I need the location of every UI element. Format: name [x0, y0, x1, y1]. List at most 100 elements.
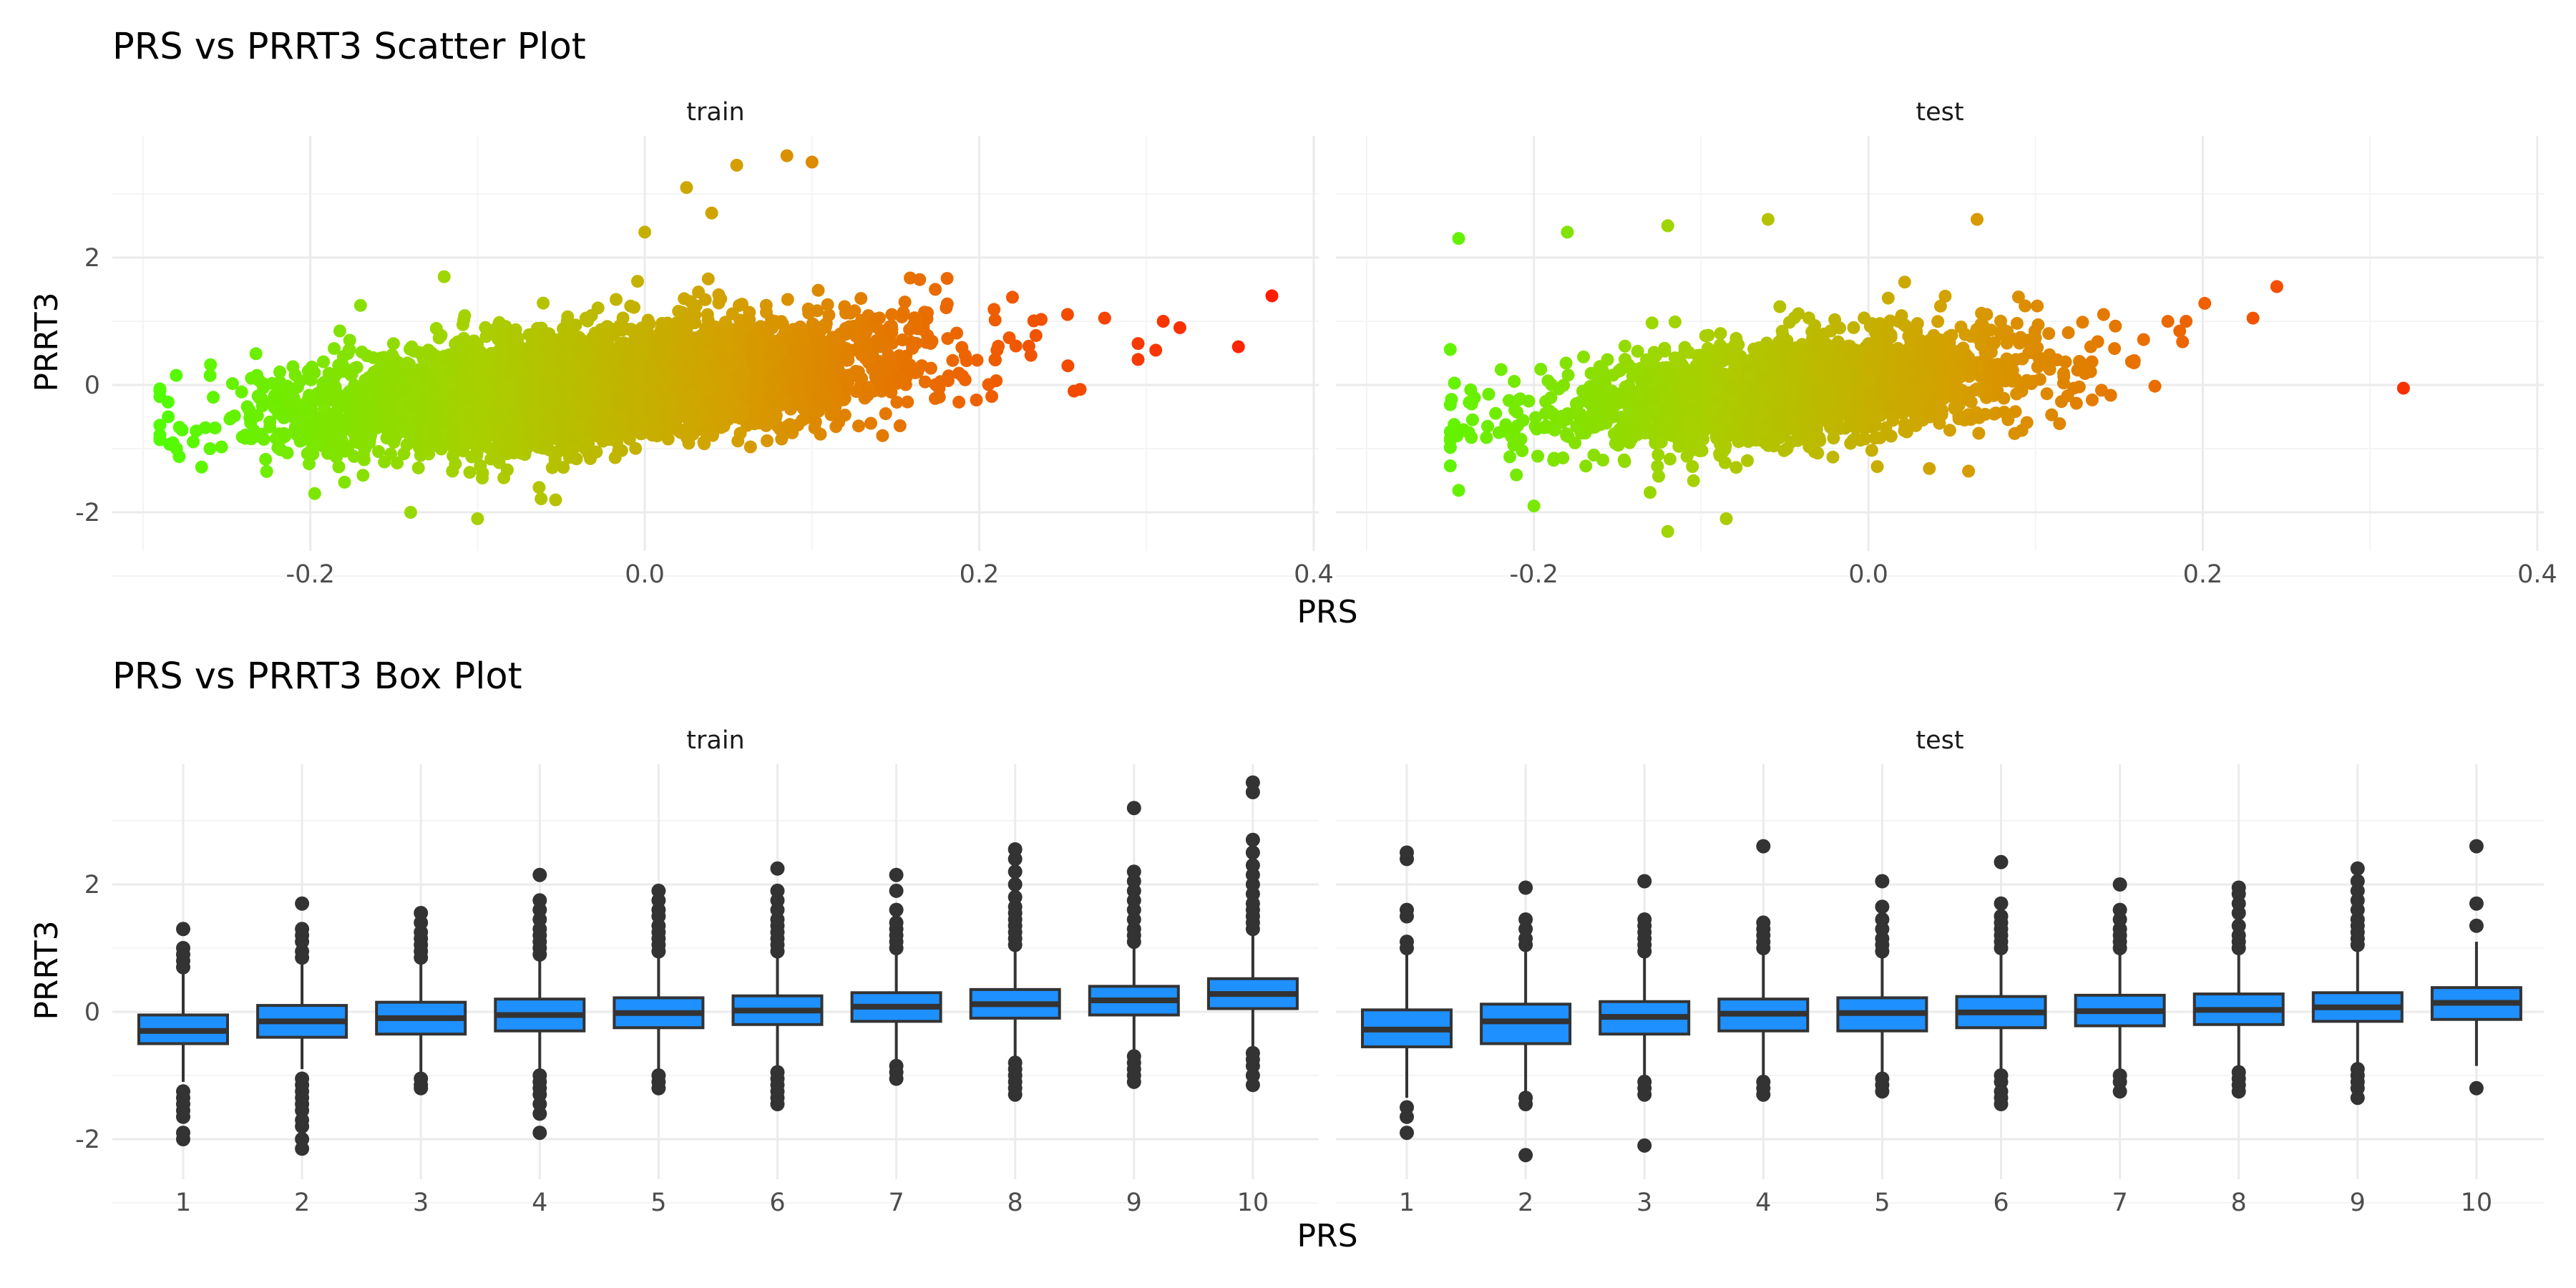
scatter-point [581, 314, 595, 328]
scatter-point [548, 452, 562, 465]
scatter-point [170, 369, 183, 382]
scatter-point [884, 353, 897, 366]
scatter-point [391, 457, 404, 469]
scatter-point [688, 331, 701, 345]
scatter-point [876, 429, 889, 442]
scatter-point [729, 369, 743, 383]
scatter-point [870, 339, 884, 353]
scatter-point [918, 375, 932, 389]
scatter-point [474, 459, 487, 472]
scatter-point [559, 386, 572, 399]
scatter-point [476, 393, 489, 406]
scatter-point [318, 401, 331, 415]
scatter-point [321, 447, 335, 460]
scatter-point [401, 356, 414, 370]
scatter-point [557, 461, 570, 474]
scatter-point [908, 311, 921, 325]
scatter-point [608, 351, 622, 364]
scatter-point [909, 336, 923, 350]
scatter-point [601, 341, 614, 353]
scatter-point [697, 435, 711, 449]
scatter-point [787, 348, 801, 361]
scatter-point [766, 321, 779, 335]
scatter-point [500, 463, 514, 477]
scatter-point [743, 440, 757, 454]
scatter-point [992, 339, 1005, 353]
scatter-point [879, 407, 892, 421]
scatter-point [172, 421, 186, 434]
scatter-point [781, 419, 794, 433]
scatter-point [304, 373, 318, 386]
scatter-point [781, 293, 794, 306]
scatter-point [269, 391, 283, 404]
scatter-point [623, 380, 637, 394]
scatter-point [913, 273, 927, 286]
scatter-point [199, 421, 213, 434]
scatter-point [386, 348, 399, 361]
scatter-point [225, 377, 239, 391]
scatter-point [736, 298, 748, 311]
scatter-point [257, 377, 270, 391]
scatter-point [208, 421, 222, 435]
scatter-point [712, 296, 726, 310]
scatter-point [557, 348, 570, 362]
scatter-point [338, 390, 351, 404]
scatter-point [406, 401, 420, 414]
scatter-point [502, 432, 515, 446]
scatter-point [763, 373, 777, 386]
scatter-point [569, 341, 582, 353]
scatter-point [688, 308, 702, 321]
scatter-point [259, 452, 273, 466]
scatter-point [597, 406, 611, 420]
scatter-point [357, 453, 371, 467]
scatter-point [497, 338, 509, 352]
scatter-point [579, 397, 592, 411]
scatter-point [317, 355, 330, 369]
scatter-point [338, 475, 351, 489]
scatter-point [826, 336, 840, 350]
scatter-point [635, 352, 648, 366]
scatter-point [679, 338, 692, 352]
scatter-point [360, 400, 374, 414]
scatter-point [988, 353, 1002, 366]
scatter-point [814, 427, 827, 441]
scatter-point [535, 492, 548, 505]
scatter-point [893, 419, 907, 432]
scatter-point [885, 336, 899, 350]
scatter-point [1073, 383, 1087, 396]
scatter-point [355, 346, 369, 358]
y-tick-label: -2 [75, 499, 100, 527]
scatter-point [726, 358, 739, 371]
scatter-point [884, 386, 898, 399]
scatter-point [1061, 359, 1075, 373]
scatter-point [528, 346, 542, 359]
scatter-point [760, 358, 774, 372]
scatter-point [589, 416, 602, 429]
scatter-point [663, 369, 676, 383]
scatter-point [293, 405, 307, 419]
scatter-point [308, 487, 321, 500]
scatter-point [283, 396, 297, 410]
scatter-point [624, 299, 638, 313]
scatter-point [382, 409, 396, 422]
scatter-point [228, 409, 241, 423]
x-tick-label: -0.2 [286, 560, 335, 589]
scatter-point [799, 353, 813, 366]
scatter-point [847, 324, 860, 338]
scatter-point [580, 346, 594, 359]
scatter-point [946, 353, 960, 367]
scatter-point [203, 369, 217, 382]
scatter-point [207, 391, 220, 404]
scatter-point [929, 283, 942, 296]
scatter-point [283, 384, 296, 397]
scatter-point [280, 446, 294, 459]
scatter-point [970, 353, 984, 367]
scatter-point [731, 434, 745, 448]
scatter-point [743, 306, 756, 319]
scatter-point [245, 432, 258, 446]
scatter-point [293, 374, 307, 388]
scatter-point [633, 369, 645, 382]
scatter-point [1027, 314, 1040, 328]
scatter-point [816, 351, 829, 365]
